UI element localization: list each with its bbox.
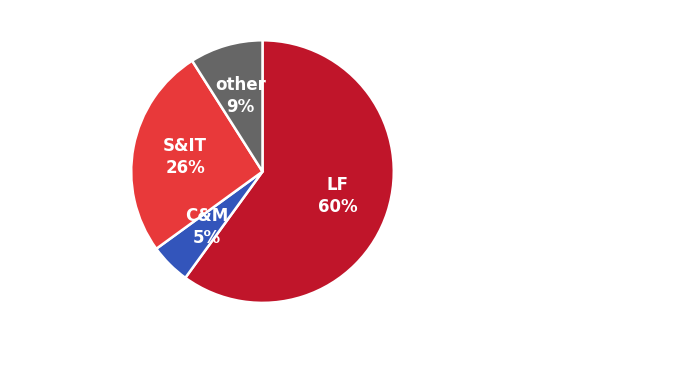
- Text: C&M
5%: C&M 5%: [186, 207, 228, 247]
- Wedge shape: [186, 40, 394, 303]
- Text: other
9%: other 9%: [215, 76, 266, 116]
- Text: S&IT
26%: S&IT 26%: [163, 137, 207, 177]
- Wedge shape: [192, 40, 262, 172]
- Wedge shape: [131, 61, 262, 249]
- Wedge shape: [156, 172, 262, 278]
- Text: LF
60%: LF 60%: [318, 176, 357, 216]
